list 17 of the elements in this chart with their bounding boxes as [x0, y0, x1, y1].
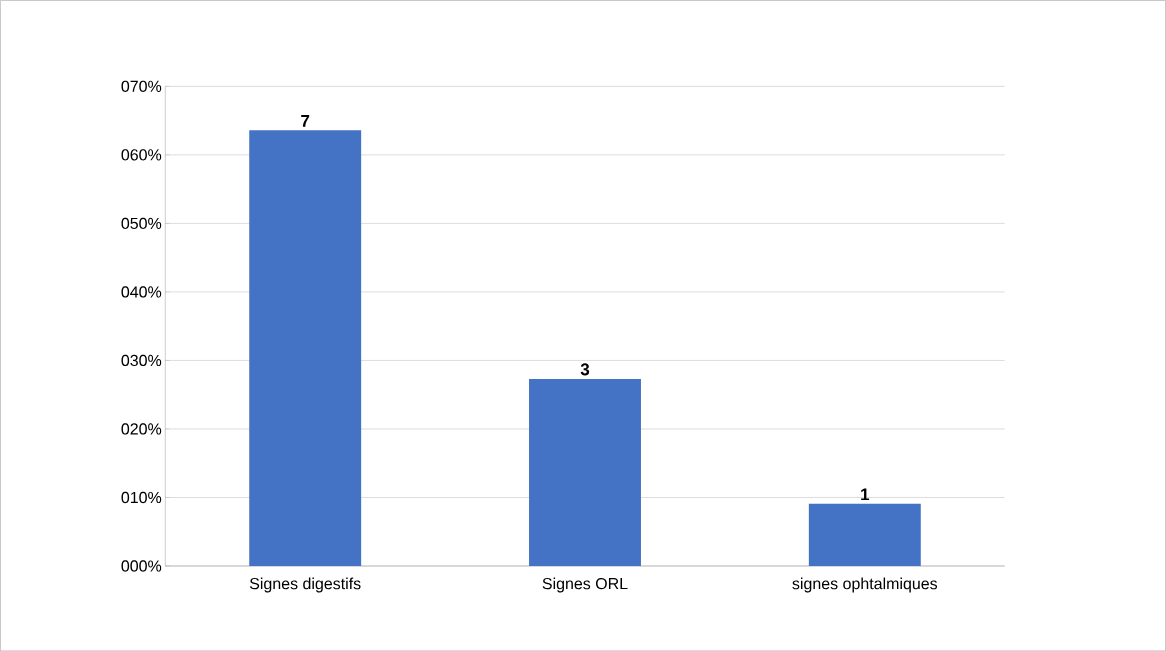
y-tick-label: 040%	[121, 286, 162, 298]
annotation: 1	[861, 488, 870, 500]
annotation: 7	[301, 114, 310, 127]
x-tick-label: signes ophtalmiques	[792, 577, 938, 593]
y-tick-label: 050%	[121, 217, 162, 229]
x-tick-label: Signes ORL	[542, 577, 628, 593]
bar	[249, 130, 362, 566]
annotation: 3	[580, 363, 590, 376]
y-tick-label: 020%	[121, 423, 162, 435]
y-tick-label: 000%	[121, 560, 162, 572]
bar	[808, 503, 921, 566]
y-tick-label: 010%	[121, 491, 162, 503]
bar	[529, 378, 641, 566]
y-tick-label: 030%	[121, 354, 162, 366]
y-tick-label: 070%	[121, 80, 162, 92]
y-tick-label: 060%	[121, 149, 162, 161]
x-tick-label: Signes digestifs	[249, 577, 361, 593]
